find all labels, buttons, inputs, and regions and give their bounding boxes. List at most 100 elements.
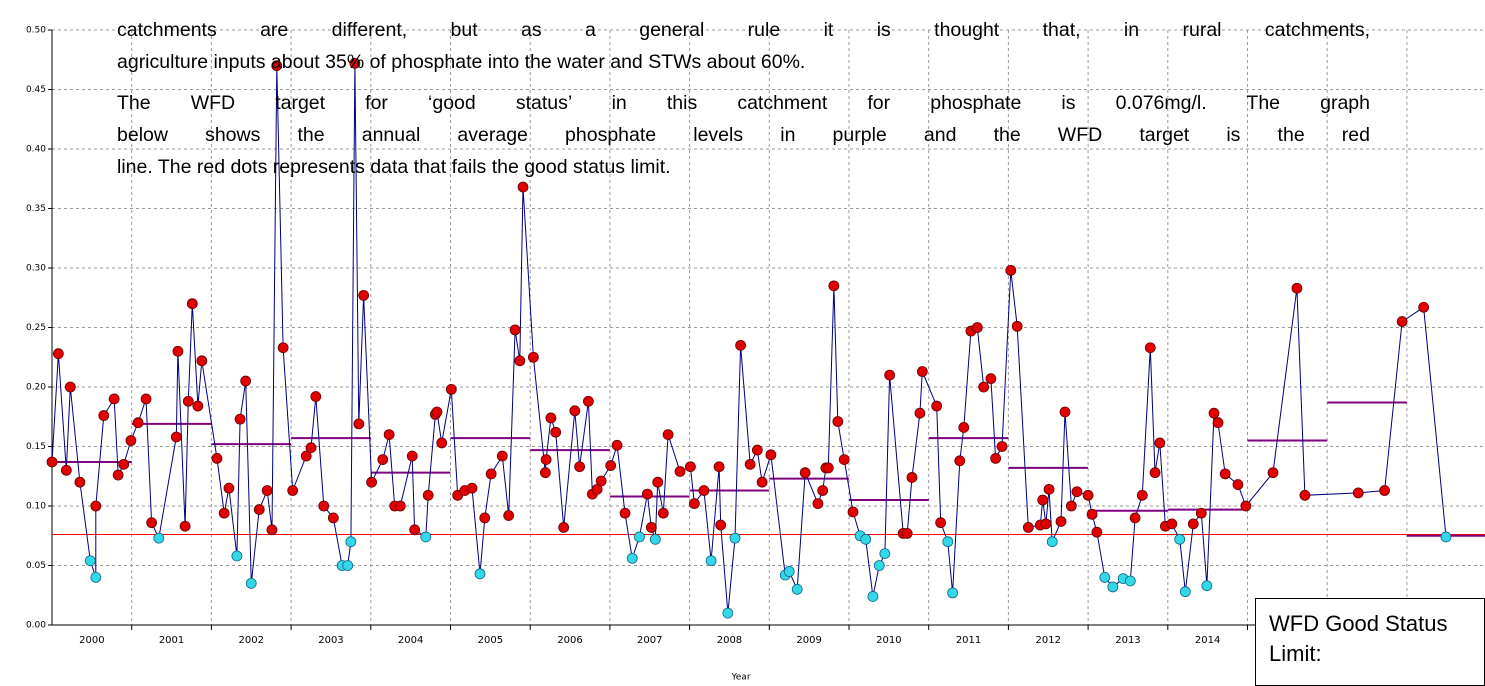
data-point <box>641 488 653 500</box>
data-point <box>514 355 526 367</box>
x-tick-label: 2004 <box>398 635 423 646</box>
data-point <box>873 560 885 571</box>
data-point <box>574 461 586 473</box>
data-point <box>783 566 795 577</box>
y-tick-label: 0.00 <box>26 621 46 631</box>
data-point <box>231 550 243 562</box>
data-point <box>744 458 756 470</box>
data-point <box>569 405 581 417</box>
data-point <box>1352 487 1364 499</box>
data-point <box>60 464 72 476</box>
data-point <box>52 348 64 360</box>
data-point <box>735 339 747 351</box>
data-point <box>192 400 204 412</box>
data-point <box>698 485 710 496</box>
data-point <box>218 507 230 519</box>
data-point <box>645 522 657 533</box>
data-point <box>1040 518 1052 530</box>
data-point <box>327 512 339 524</box>
data-point <box>1299 489 1311 501</box>
data-point <box>445 383 457 395</box>
data-point <box>90 572 102 583</box>
data-point <box>253 504 265 515</box>
data-point <box>527 351 539 363</box>
data-point <box>1144 342 1156 354</box>
text-line: line. The red dots represents data that … <box>117 156 671 178</box>
data-point <box>349 57 361 69</box>
data-point <box>812 498 824 510</box>
data-point <box>860 533 872 545</box>
data-point <box>684 461 696 473</box>
data-point <box>611 439 623 451</box>
data-point <box>409 524 421 536</box>
paragraph: catchments are different, but as a gener… <box>117 14 1370 78</box>
text-line: agriculture inputs about 35% of phosphat… <box>117 51 806 73</box>
y-tick-label: 0.25 <box>26 323 46 333</box>
data-point <box>633 531 645 543</box>
data-point <box>996 441 1008 452</box>
data-point <box>377 454 389 465</box>
x-tick-label: 2006 <box>557 635 582 646</box>
text-line: below shows the annual average phosphate… <box>117 124 1370 146</box>
data-point <box>179 520 191 532</box>
data-point <box>605 460 617 471</box>
y-tick-label: 0.05 <box>26 561 46 571</box>
data-point <box>906 472 918 483</box>
data-point <box>234 413 246 425</box>
data-point <box>1082 489 1094 501</box>
data-point <box>383 429 395 441</box>
data-point <box>1174 533 1186 545</box>
data-point <box>245 577 257 589</box>
data-point <box>914 407 926 419</box>
data-point <box>503 510 515 521</box>
data-point <box>406 450 418 462</box>
data-point <box>990 452 1002 464</box>
data-point <box>1124 575 1136 587</box>
data-point <box>791 583 803 595</box>
data-point <box>985 373 997 385</box>
y-tick-label: 0.30 <box>26 264 46 274</box>
data-point <box>394 500 406 512</box>
data-point <box>496 450 508 462</box>
x-tick-label: 2000 <box>79 635 104 646</box>
data-point <box>318 500 330 512</box>
y-tick-label: 0.15 <box>26 442 46 452</box>
data-point <box>799 467 811 479</box>
x-tick-label: 2010 <box>876 635 901 646</box>
data-point <box>64 381 76 393</box>
data-point <box>1154 437 1166 449</box>
data-point <box>971 322 983 333</box>
data-point <box>540 454 552 465</box>
data-point <box>345 536 357 548</box>
y-tick-label: 0.35 <box>26 204 46 214</box>
data-point <box>108 393 120 405</box>
data-point <box>211 452 223 464</box>
data-point <box>1179 586 1191 598</box>
data-point <box>674 466 686 477</box>
x-tick-label: 2002 <box>239 635 264 646</box>
data-point <box>509 324 521 336</box>
data-point <box>847 506 859 518</box>
data-point <box>1037 494 1049 506</box>
data-point <box>942 536 954 548</box>
data-point <box>422 489 434 501</box>
data-point <box>1099 572 1111 583</box>
data-point <box>132 417 144 429</box>
data-point <box>182 395 194 407</box>
data-point <box>170 431 182 443</box>
data-point <box>1091 526 1103 538</box>
data-point <box>1011 320 1023 332</box>
x-tick-label: 2014 <box>1195 635 1220 646</box>
data-point <box>935 517 947 529</box>
data-point <box>822 462 834 474</box>
limit-box-text: WFD Good Status Limit: <box>1269 611 1448 666</box>
data-point <box>1005 264 1017 276</box>
data-point <box>539 467 551 479</box>
x-axis-label: Year <box>730 673 750 683</box>
data-point <box>305 442 317 454</box>
data-point <box>550 426 562 438</box>
data-point <box>140 393 152 405</box>
data-point <box>705 555 717 567</box>
data-point <box>436 437 448 449</box>
